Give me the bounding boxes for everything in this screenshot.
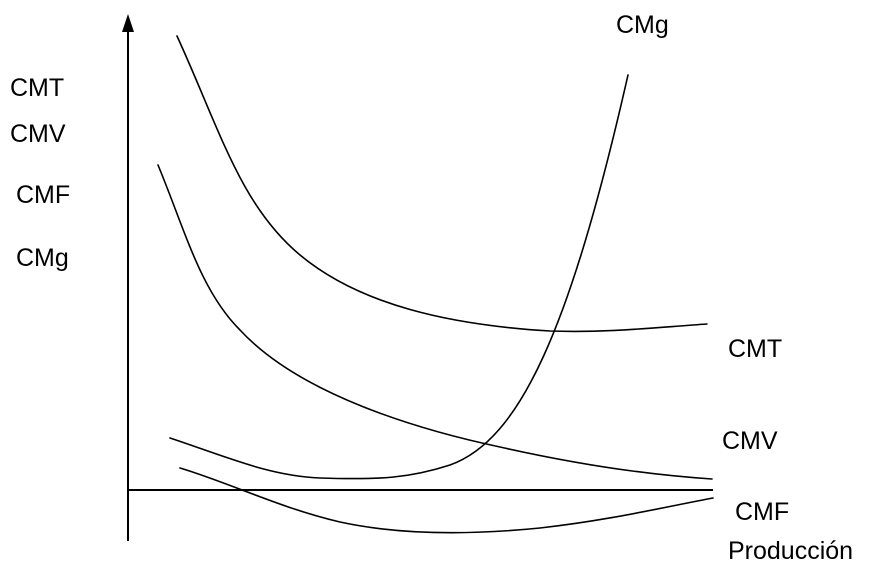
cmg-curve: [169, 74, 629, 480]
curve-label-cmt: CMT: [728, 335, 782, 363]
curve-label-cmf: CMF: [735, 498, 789, 526]
curve-label-cmv: CMV: [722, 427, 778, 455]
y-axis-label-cmf: CMF: [16, 181, 70, 209]
cmf-curve: [179, 467, 714, 534]
cmt-curve: [176, 35, 708, 333]
x-axis-label: Producción: [728, 537, 853, 565]
curve-label-cmg: CMg: [616, 11, 669, 39]
y-axis-label-cmv: CMV: [10, 120, 66, 148]
y-axis-arrow: [122, 14, 134, 32]
y-axis-label-cmt: CMT: [10, 74, 64, 102]
cmv-curve: [157, 164, 713, 480]
y-axis-label-cmg: CMg: [16, 244, 69, 272]
